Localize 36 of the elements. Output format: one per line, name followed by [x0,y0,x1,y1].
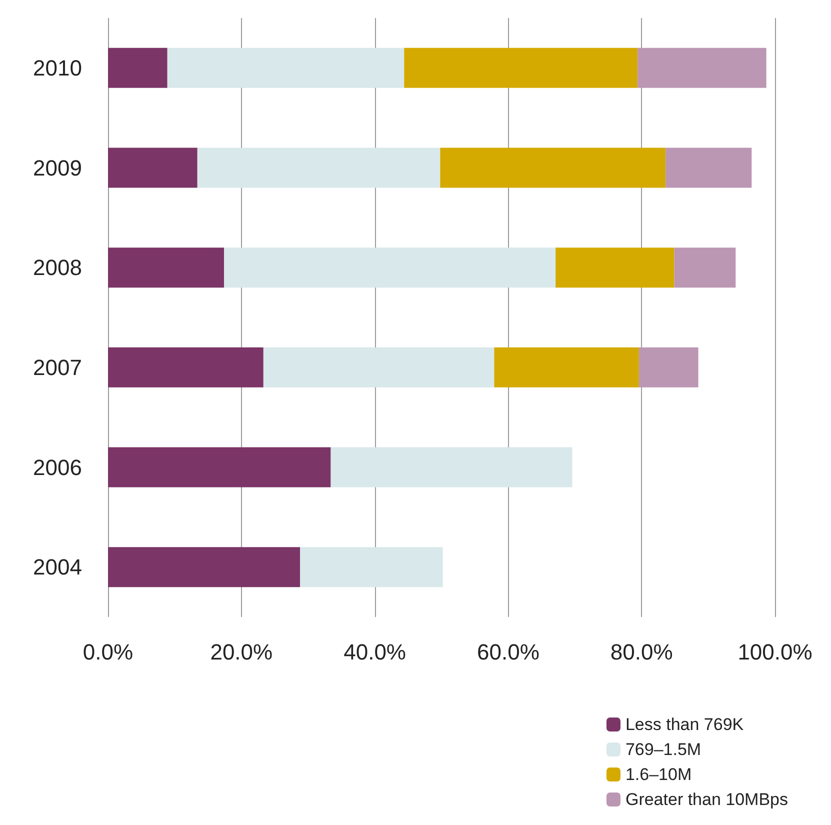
bar [638,347,698,388]
bar [674,248,736,288]
bar [404,48,638,88]
bar [556,248,674,288]
y-tick-label: 2009 [33,155,82,180]
y-tick-label: 2008 [33,255,82,280]
y-tick-label: 2004 [33,554,82,580]
bar [638,48,766,88]
bar [330,447,572,488]
bar [440,148,666,188]
y-tick-label: 2007 [33,354,82,380]
x-tick-label: 60.0% [477,640,540,664]
x-tick-label: 100.0% [738,640,812,664]
x-tick-label: 80.0% [610,640,673,664]
bar [300,547,443,588]
bar [666,148,752,188]
bar [167,48,404,88]
bar [494,347,639,388]
x-tick-label: 20.0% [210,640,273,664]
bar [108,248,224,288]
legend-label: 769–1.5M [625,740,702,759]
bar [108,148,198,188]
y-tick-label: 2010 [33,55,82,80]
bar [263,347,494,388]
y-tick-label: 2006 [33,454,82,480]
x-tick-label: 40.0% [344,640,406,664]
bar [197,148,440,188]
bar [108,347,264,388]
x-tick-label: 0.0% [82,640,134,664]
legend-label: 1.6–10M [625,765,692,784]
bar [108,48,168,88]
bar [224,248,556,288]
legend-label: Greater than 10MBps [625,790,788,809]
legend-label: Less than 769K [625,715,744,734]
bar [108,447,331,488]
bar [108,547,300,588]
